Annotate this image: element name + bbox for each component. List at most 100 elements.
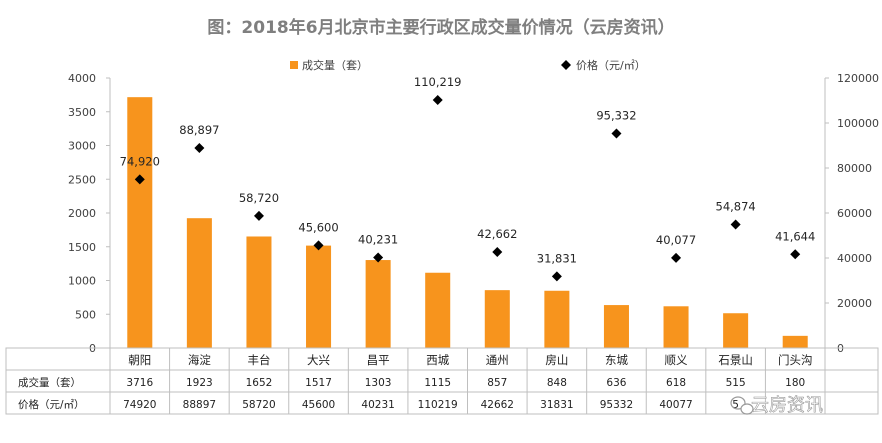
volume-bar	[544, 290, 570, 348]
volume-bar	[246, 236, 272, 348]
table-cell: 45600	[302, 399, 335, 411]
price-point	[253, 210, 264, 221]
category-label: 朝阳	[128, 353, 151, 367]
price-data-label: 74,920	[120, 154, 160, 168]
watermark-text: 云房资讯	[751, 395, 823, 416]
price-point	[313, 240, 324, 251]
volume-bar	[663, 306, 689, 348]
category-label: 通州	[486, 353, 509, 367]
price-data-label: 40,077	[656, 233, 696, 247]
table-cell: 1115	[424, 377, 451, 389]
legend-diamond-icon	[561, 60, 571, 70]
price-data-label: 40,231	[358, 232, 398, 246]
table-cell: 848	[547, 377, 567, 389]
left-tick-label: 2500	[68, 173, 96, 186]
price-point	[671, 252, 682, 263]
table-cell: 1923	[186, 377, 213, 389]
table-cell: 95332	[600, 399, 633, 411]
table-cell: 1303	[365, 377, 392, 389]
price-point	[432, 95, 443, 106]
table-cell: 40231	[361, 399, 394, 411]
price-point	[790, 249, 801, 260]
volume-bar	[127, 97, 153, 348]
right-tick-label: 20000	[837, 297, 872, 310]
left-tick-label: 500	[75, 308, 96, 321]
left-tick-label: 2000	[68, 207, 96, 220]
category-label: 顺义	[665, 353, 688, 367]
table-cell: 1517	[305, 377, 332, 389]
category-label: 门头沟	[778, 353, 813, 367]
left-tick-label: 1500	[68, 241, 96, 254]
price-data-label: 54,874	[716, 200, 756, 214]
price-series	[134, 95, 801, 282]
category-label: 西城	[426, 353, 449, 367]
price-data-label: 88,897	[179, 123, 219, 137]
category-label: 房山	[545, 353, 568, 367]
category-label: 海淀	[188, 353, 211, 367]
table-row-header: 价格（元/㎡）	[18, 398, 85, 411]
price-data-label: 45,600	[298, 220, 338, 234]
table-row-header: 成交量（套）	[18, 376, 81, 389]
table-cell: 1652	[246, 377, 273, 389]
table-cell: 636	[606, 377, 626, 389]
category-label: 大兴	[307, 353, 330, 367]
left-tick-label: 3500	[68, 106, 96, 119]
right-tick-label: 100000	[837, 117, 879, 130]
table-cell: 58720	[242, 399, 275, 411]
price-data-label: 110,219	[414, 75, 462, 89]
price-data-label: 95,332	[596, 109, 636, 123]
right-tick-label: 60000	[837, 207, 872, 220]
right-tick-label: 80000	[837, 162, 872, 175]
price-point	[551, 271, 562, 282]
price-data-label: 58,720	[239, 191, 279, 205]
table-border	[5, 347, 879, 415]
price-point	[134, 174, 145, 185]
category-label: 丰台	[247, 353, 270, 367]
table-cell: 88897	[183, 399, 216, 411]
legend-bar-swatch	[290, 61, 298, 69]
table-cell: 5	[732, 399, 739, 411]
table-cell: 3716	[126, 377, 153, 389]
table-cell: 110219	[418, 399, 458, 411]
table-cell: 515	[726, 377, 746, 389]
volume-bar	[186, 218, 212, 348]
volume-bar	[425, 272, 451, 348]
table-cell: 857	[487, 377, 507, 389]
table-cell: 180	[785, 377, 805, 389]
table-cell: 31831	[540, 399, 573, 411]
left-tick-label: 1000	[68, 275, 96, 288]
left-tick-label: 3000	[68, 140, 96, 153]
right-tick-label: 120000	[837, 72, 879, 85]
price-point	[492, 247, 503, 258]
chart-title: 图：2018年6月北京市主要行政区成交量价情况（云房资讯）	[207, 17, 674, 38]
volume-bar	[365, 260, 391, 348]
legend-bar-label: 成交量（套）	[302, 58, 368, 72]
price-data-label: 42,662	[477, 227, 517, 241]
price-point	[611, 128, 622, 139]
table-cell: 618	[666, 377, 686, 389]
price-point	[373, 252, 384, 263]
category-label: 东城	[605, 353, 628, 367]
volume-bar	[603, 305, 629, 348]
wechat-icon	[730, 396, 754, 415]
table-cell: 42662	[481, 399, 514, 411]
bar-series	[127, 97, 808, 348]
volume-bar	[782, 335, 808, 348]
legend-price-label: 价格（元/㎡）	[576, 58, 646, 72]
category-label: 石景山	[718, 353, 753, 367]
price-data-label: 31,831	[537, 251, 577, 265]
table-cell: 74920	[123, 399, 156, 411]
price-point	[194, 142, 205, 153]
volume-bar	[306, 245, 332, 348]
price-data-label: 41,644	[775, 229, 815, 243]
price-point	[730, 219, 741, 230]
legend: 成交量（套） 价格（元/㎡）	[290, 58, 646, 72]
volume-bar	[723, 313, 749, 348]
price-data-labels: 74,920 88,897 58,720 45,600 40,231 110,219 42,…	[120, 75, 816, 265]
category-label: 昌平	[367, 353, 390, 367]
left-tick-label: 4000	[68, 72, 96, 85]
